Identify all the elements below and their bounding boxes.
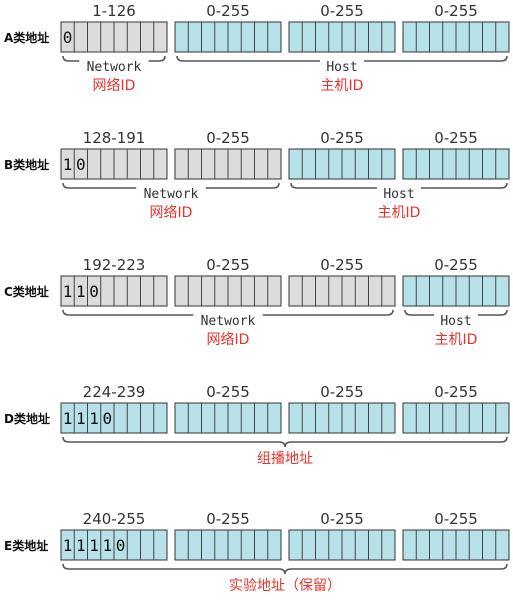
octet-block: 0-255	[174, 383, 282, 434]
octet-range-label: 0-255	[434, 383, 478, 401]
group-brace	[62, 436, 508, 448]
octet-range-label: 0-255	[206, 129, 250, 147]
bit-group: Network 网络ID	[62, 55, 166, 94]
leading-bit: 0	[63, 28, 73, 47]
address-class-row: C类地址 192-223 1 1 0 0-255 0-255 0-255 Network 网络ID…	[4, 256, 510, 348]
octet-block: 0-255	[174, 510, 282, 561]
octet-range-label: 0-255	[206, 383, 250, 401]
part-label-bg	[193, 313, 263, 328]
octet-range-label: 240-255	[83, 510, 146, 528]
octet-range-label: 0-255	[320, 2, 364, 20]
leading-bit: 1	[63, 155, 73, 174]
part-label: Network	[201, 314, 256, 329]
id-label: 组播地址	[257, 451, 313, 467]
part-label: Network	[144, 187, 199, 202]
octet-range-label: 224-239	[83, 383, 146, 401]
leading-bit: 1	[63, 409, 73, 428]
octet-range-label: 0-255	[320, 256, 364, 274]
octet-range-label: 0-255	[320, 129, 364, 147]
leading-bit: 1	[76, 409, 86, 428]
octet-block: 0-255	[402, 2, 510, 53]
octet-block: 0-255	[402, 129, 510, 180]
bit-group: Host 主机ID	[176, 55, 508, 94]
octet-block: 0-255	[288, 129, 396, 180]
octet-block: 0-255	[402, 256, 510, 307]
bit-group: 实验地址（保留）	[62, 563, 508, 594]
class-label: B类地址	[4, 157, 49, 172]
part-label-bg	[136, 186, 206, 201]
octet-block: 0-255	[402, 510, 510, 561]
class-label: E类地址	[4, 538, 48, 553]
leading-bit: 0	[103, 409, 113, 428]
class-label: D类地址	[4, 411, 50, 426]
octet-block: 0-255	[174, 256, 282, 307]
leading-bit: 1	[89, 536, 99, 555]
address-class-row: A类地址 1-126 0 0-255 0-255 0-255 Network 网络ID Host…	[4, 2, 510, 94]
octet-block: 0-255	[174, 129, 282, 180]
part-label: Network	[87, 60, 142, 75]
octet-range-label: 0-255	[434, 2, 478, 20]
part-label-bg	[79, 59, 149, 74]
part-label-bg	[377, 186, 421, 201]
octet-range-label: 0-255	[206, 2, 250, 20]
octet-range-label: 0-255	[320, 510, 364, 528]
class-label: A类地址	[4, 30, 49, 45]
octet-range-label: 128-191	[83, 129, 146, 147]
id-label: 网络ID	[93, 78, 136, 94]
octet-range-label: 0-255	[206, 256, 250, 274]
octet-range-label: 0-255	[320, 383, 364, 401]
class-label: C类地址	[4, 284, 49, 299]
leading-bit: 1	[63, 536, 73, 555]
octet-block: 0-255	[288, 256, 396, 307]
octet-block: 0-255	[288, 383, 396, 434]
id-label: 网络ID	[207, 332, 250, 348]
bit-group: Network 网络ID	[62, 309, 394, 348]
octet-range-label: 0-255	[206, 510, 250, 528]
octet-block: 0-255	[288, 510, 396, 561]
id-label: 主机ID	[378, 205, 421, 221]
octet-range-label: 192-223	[83, 256, 146, 274]
leading-bit: 1	[89, 409, 99, 428]
bit-group: Host 主机ID	[290, 182, 508, 221]
bit-group: Host 主机ID	[404, 309, 508, 348]
leading-bit: 1	[76, 282, 86, 301]
group-brace	[62, 563, 508, 575]
part-label-bg	[320, 59, 364, 74]
octet-range-label: 0-255	[434, 510, 478, 528]
part-label: Host	[383, 187, 414, 202]
octet-block: 128-191 1 0	[60, 129, 168, 180]
leading-bit: 0	[76, 155, 86, 174]
part-label: Host	[440, 314, 471, 329]
id-label: 网络ID	[150, 205, 193, 221]
octet-range-label: 0-255	[434, 256, 478, 274]
leading-bit: 0	[116, 536, 126, 555]
octet-block: 1-126 0	[60, 2, 168, 53]
leading-bit: 1	[76, 536, 86, 555]
bit-group: 组播地址	[62, 436, 508, 467]
leading-bit: 1	[103, 536, 113, 555]
octet-block: 0-255	[174, 2, 282, 53]
octet-block: 0-255	[402, 383, 510, 434]
octet-range-label: 1-126	[92, 2, 136, 20]
id-label: 主机ID	[321, 78, 364, 94]
id-label: 实验地址（保留）	[229, 578, 341, 594]
part-label: Host	[326, 60, 357, 75]
octet-range-label: 0-255	[434, 129, 478, 147]
address-class-row: B类地址 128-191 1 0 0-255 0-255 0-255 Network 网络ID H…	[4, 129, 510, 221]
leading-bit: 0	[89, 282, 99, 301]
id-label: 主机ID	[435, 332, 478, 348]
bit-group: Network 网络ID	[62, 182, 280, 221]
part-label-bg	[434, 313, 478, 328]
leading-bit: 1	[63, 282, 73, 301]
octet-block: 0-255	[288, 2, 396, 53]
octet-block: 192-223 1 1 0	[60, 256, 168, 307]
